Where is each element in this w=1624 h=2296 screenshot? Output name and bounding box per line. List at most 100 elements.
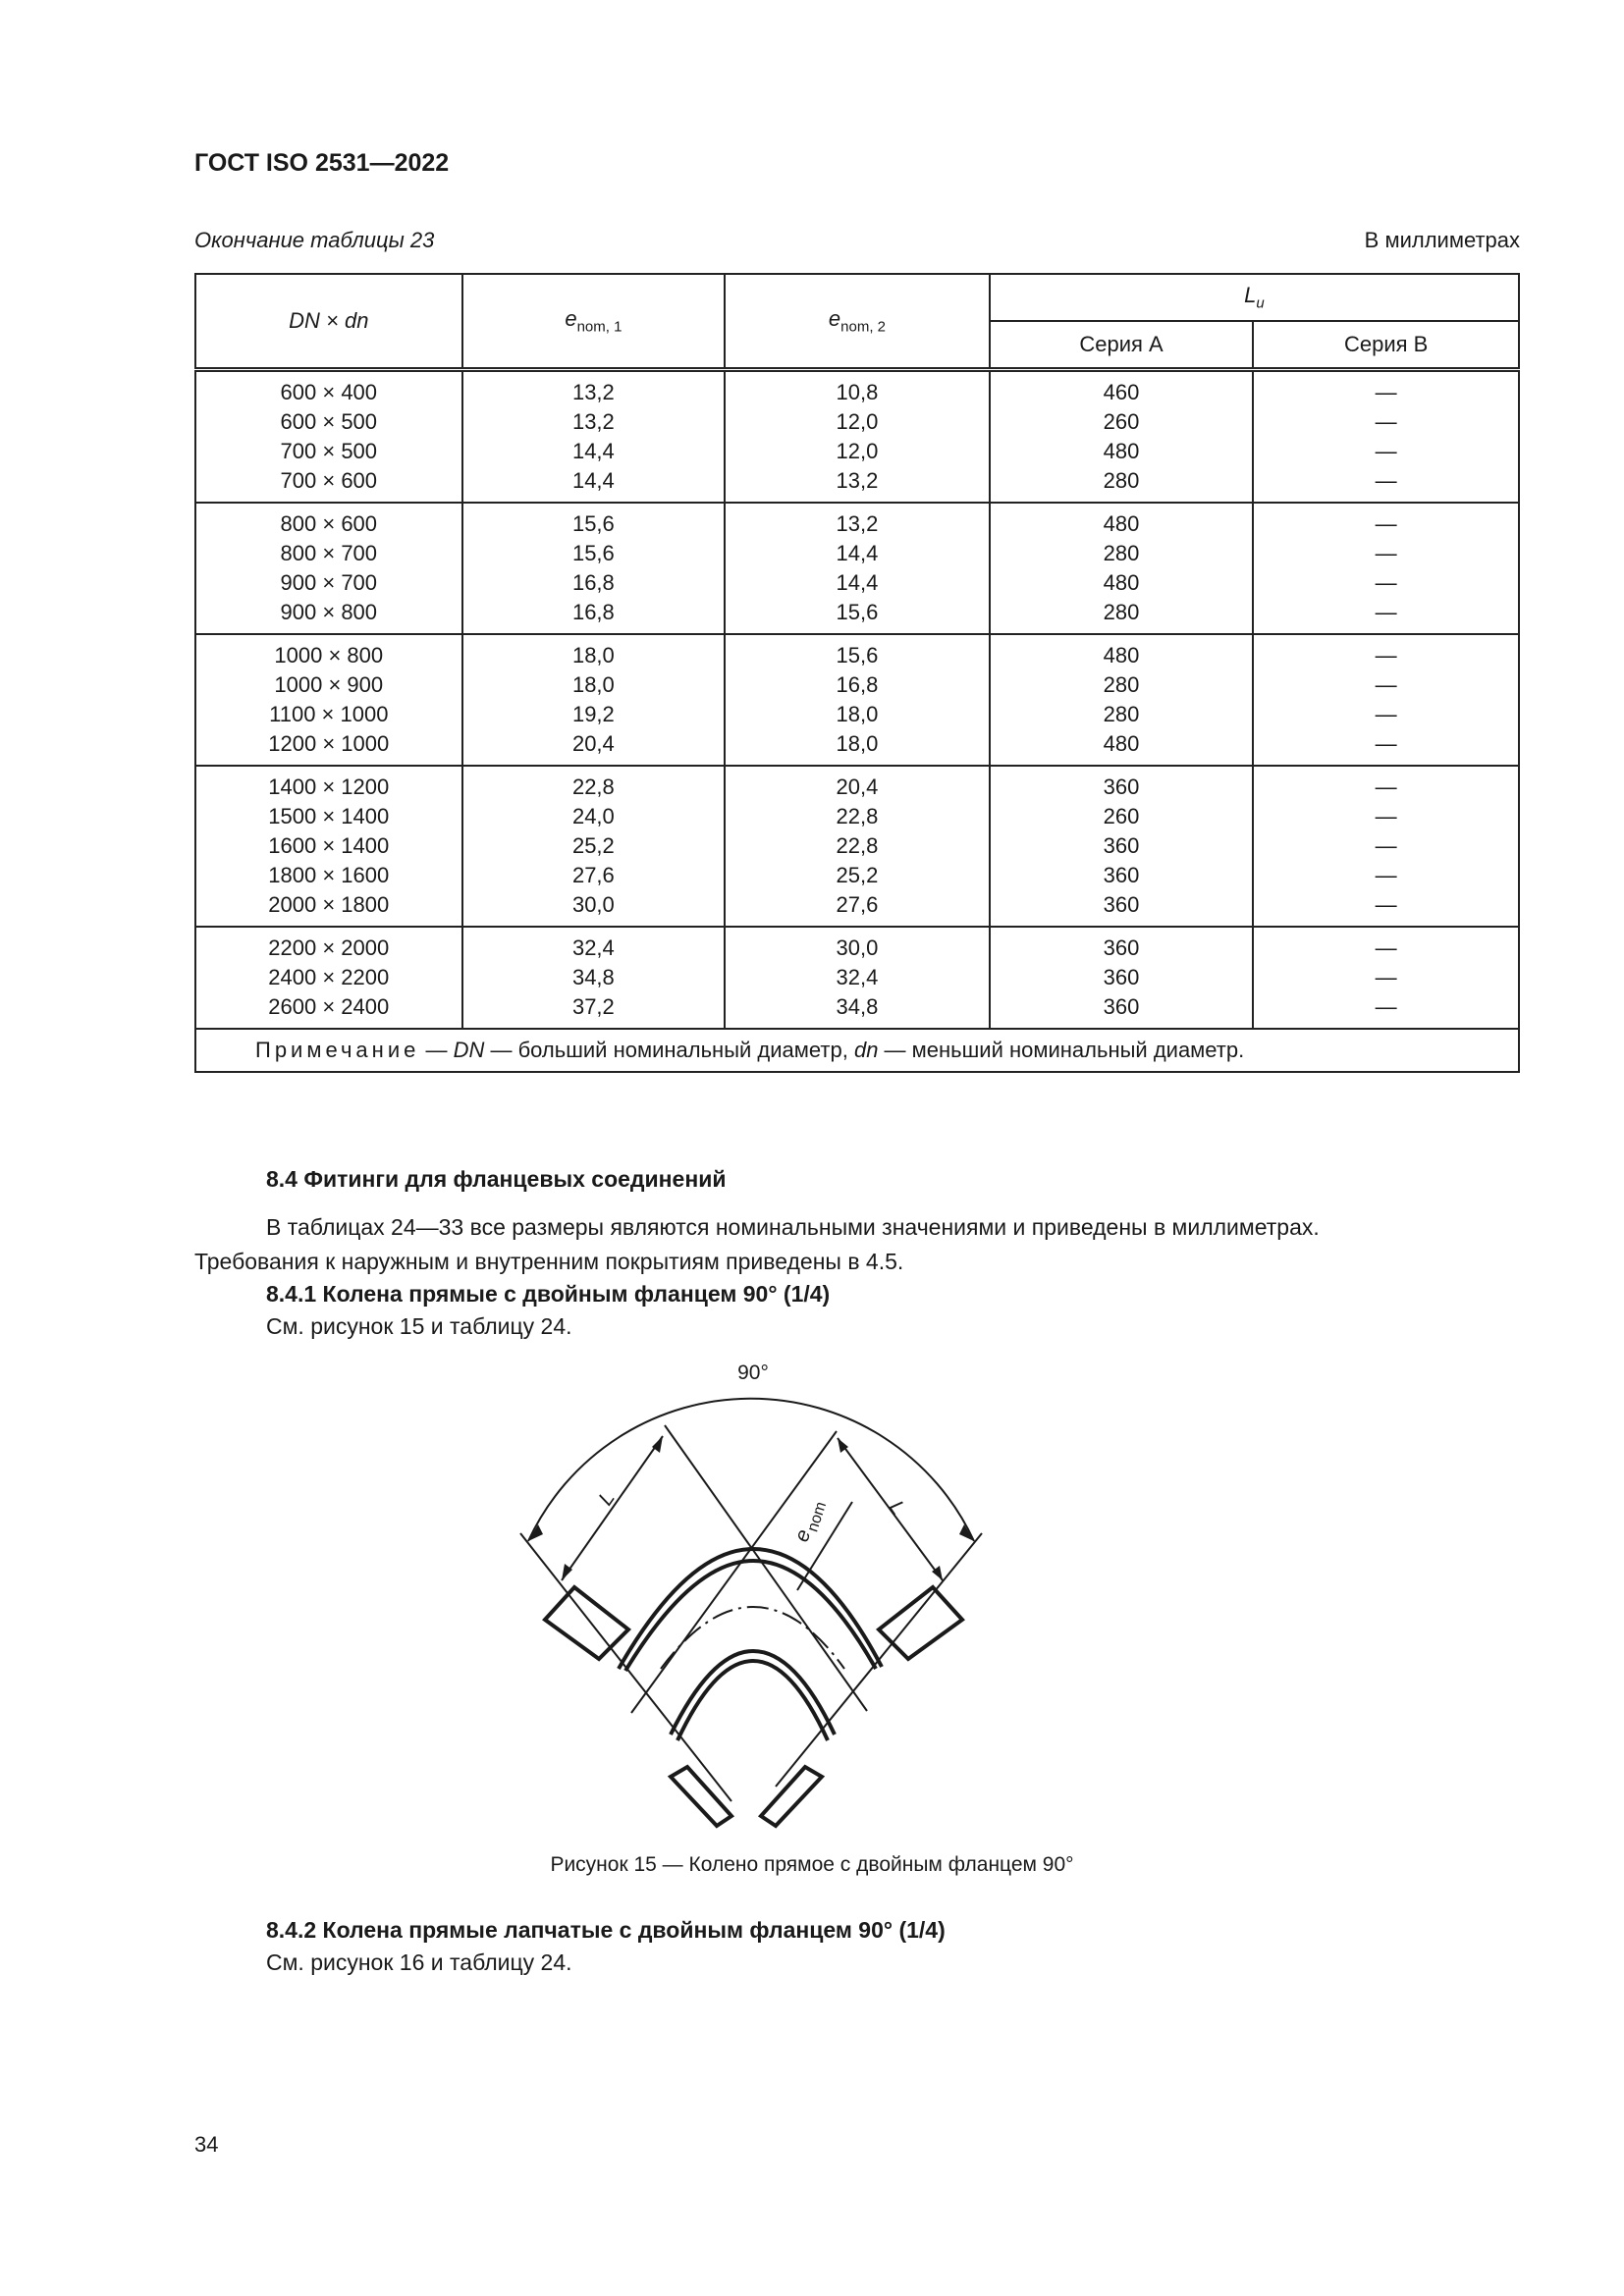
cell-value: 280 <box>1103 672 1140 697</box>
table-cell: 22,8 24,0 25,2 27,6 30,0 <box>460 765 727 927</box>
cell-value: 15,6 <box>836 643 879 667</box>
table-cell: 360 260 360 360 360 <box>988 765 1255 927</box>
cell-value: 12,0 <box>836 439 879 463</box>
subsection-heading: 8.4.1 Колена прямые с двойным фланцем 90… <box>266 1281 831 1307</box>
flange-left <box>542 1584 632 1662</box>
cell-value: 22,8 <box>836 833 879 858</box>
table-cell: 480 280 480 280 <box>988 502 1255 634</box>
cell-value: 30,0 <box>836 935 879 960</box>
cell-value: 360 <box>1103 892 1140 917</box>
cell-value: 360 <box>1103 994 1140 1019</box>
table-cell: 13,2 13,2 14,4 14,4 <box>460 368 727 503</box>
cell-value: 16,8 <box>571 600 615 624</box>
table-cell: 480 280 280 480 <box>988 633 1255 766</box>
cell-value: — <box>1375 511 1397 536</box>
cell-value: 25,2 <box>571 833 615 858</box>
cell-value: 13,2 <box>836 511 879 536</box>
cell-value: 25,2 <box>836 863 879 887</box>
cell-value: 480 <box>1103 511 1140 536</box>
table-cell: 360 360 360 <box>988 926 1255 1029</box>
cell-value: 27,6 <box>836 892 879 917</box>
table-cell: 600 × 400 600 × 500 700 × 500 700 × 600 <box>194 368 463 503</box>
cell-value: — <box>1375 833 1397 858</box>
flange-right <box>875 1584 965 1662</box>
cell-value: 37,2 <box>571 994 615 1019</box>
cell-value: — <box>1375 570 1397 595</box>
length-dimension-left <box>561 1435 664 1581</box>
cell-value: 700 × 600 <box>280 468 378 493</box>
table-caption: Окончание таблицы 23 <box>194 228 435 252</box>
wall-thickness-leader <box>796 1501 853 1591</box>
cell-value: 15,6 <box>571 541 615 565</box>
cell-value: — <box>1375 643 1397 667</box>
table-cell: 15,6 15,6 16,8 16,8 <box>460 502 727 634</box>
cell-value: 22,8 <box>836 804 879 828</box>
table-row-group: 800 × 600 800 × 700 900 × 700 900 × 800 15,6… <box>194 502 1520 634</box>
cell-value: 360 <box>1103 965 1140 989</box>
length-dimension-right <box>837 1437 944 1581</box>
table-cell: 13,2 14,4 14,4 15,6 <box>724 502 991 634</box>
cell-value: 14,4 <box>836 570 879 595</box>
cell-value: 24,0 <box>571 804 615 828</box>
cell-value: 14,4 <box>571 468 615 493</box>
table-cell: 15,6 16,8 18,0 18,0 <box>724 633 991 766</box>
cell-value: — <box>1375 541 1397 565</box>
cell-value: — <box>1375 804 1397 828</box>
header-dn: DN × dn <box>194 274 463 372</box>
cell-value: 480 <box>1103 570 1140 595</box>
cell-value: 1800 × 1600 <box>268 863 390 887</box>
cell-value: 280 <box>1103 600 1140 624</box>
cell-value: 18,0 <box>571 643 615 667</box>
table-row-group: 1400 × 1200 1500 × 1400 1600 × 1400 1800 × … <box>194 765 1520 927</box>
table-cell: — — — — <box>1252 502 1520 634</box>
table-note: Примечание — DN — больший номинальный ди… <box>194 1028 1520 1072</box>
table-cell: 1400 × 1200 1500 × 1400 1600 × 1400 1800 × … <box>194 765 463 927</box>
cell-value: 700 × 500 <box>280 439 378 463</box>
header-lu: Lu <box>988 274 1521 322</box>
cell-value: 18,0 <box>836 731 879 756</box>
cell-value: 360 <box>1103 935 1140 960</box>
cell-value: 260 <box>1103 804 1140 828</box>
cell-value: 1200 × 1000 <box>268 731 390 756</box>
angle-dimension-arc <box>527 1397 975 1542</box>
cell-value: 34,8 <box>836 994 879 1019</box>
cell-value: — <box>1375 994 1397 1019</box>
dimensions-table: DN × dn enom, 1 enom, 2 Lu Серия А Серия… <box>194 273 1521 1073</box>
cell-value: — <box>1375 935 1397 960</box>
cell-value: — <box>1375 774 1397 799</box>
cell-value: 16,8 <box>571 570 615 595</box>
cell-value: 800 × 600 <box>280 511 378 536</box>
subsection-heading: 8.4.2 Колена прямые лапчатые с двойным ф… <box>266 1917 946 1943</box>
cell-value: 260 <box>1103 409 1140 434</box>
cell-value: 1100 × 1000 <box>269 702 389 726</box>
cell-value: 14,4 <box>571 439 615 463</box>
cell-value: — <box>1375 380 1397 404</box>
wall-thickness-label: e nom <box>790 1500 830 1545</box>
cell-value: — <box>1375 863 1397 887</box>
cell-value: 16,8 <box>836 672 879 697</box>
cell-value: — <box>1375 468 1397 493</box>
length-label-right: L <box>885 1497 910 1520</box>
cell-value: 460 <box>1103 380 1140 404</box>
cell-value: 600 × 400 <box>280 380 378 404</box>
cell-value: 27,6 <box>571 863 615 887</box>
cell-value: 800 × 700 <box>280 541 378 565</box>
length-label-left: L <box>594 1487 620 1510</box>
cell-value: 480 <box>1103 731 1140 756</box>
header-e-nom-1: enom, 1 <box>460 274 727 372</box>
cell-value: 900 × 800 <box>280 600 378 624</box>
header-e-nom-2: enom, 2 <box>724 274 991 372</box>
cell-value: — <box>1375 702 1397 726</box>
table-cell: 800 × 600 800 × 700 900 × 700 900 × 800 <box>194 502 463 634</box>
cell-value: — <box>1375 892 1397 917</box>
cell-value: 280 <box>1103 468 1140 493</box>
cell-value: 2400 × 2200 <box>268 965 390 989</box>
table-cell: — — — — — <box>1252 765 1520 927</box>
cell-value: — <box>1375 439 1397 463</box>
table-cell: 30,0 32,4 34,8 <box>724 926 991 1029</box>
cell-value: 360 <box>1103 863 1140 887</box>
cell-value: 20,4 <box>571 731 615 756</box>
cell-value: — <box>1375 672 1397 697</box>
figure-reference: См. рисунок 16 и таблицу 24. <box>266 1949 572 1975</box>
